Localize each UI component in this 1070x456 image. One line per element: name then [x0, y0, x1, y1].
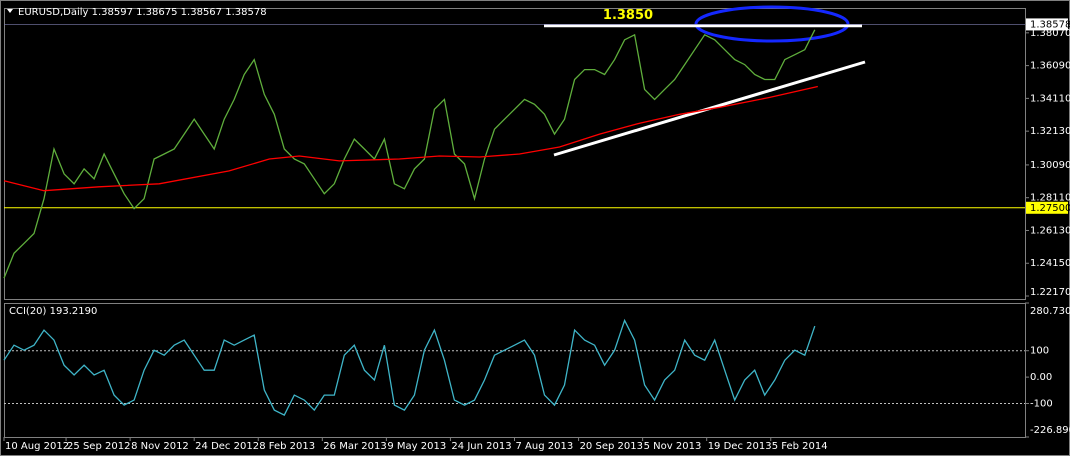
x-tick-label: 8 Nov 2012: [131, 441, 189, 452]
y-tick-label: -226.8905: [1030, 425, 1070, 436]
last-price-box: [1026, 18, 1068, 31]
y-tick-label: 100: [1030, 346, 1049, 357]
y-tick-label: 1.32130: [1030, 126, 1070, 137]
price-panel: [4, 8, 1026, 300]
y-tick-label: 1.28110: [1030, 193, 1070, 204]
y-tick-label: 1.34110: [1030, 93, 1070, 104]
x-tick-label: 20 Sep 2013: [580, 441, 643, 452]
y-tick-label: 1.22170: [1030, 287, 1070, 298]
y-tick-label: 1.30090: [1030, 160, 1070, 171]
y-tick-label: -100: [1030, 399, 1053, 410]
y-tick-label: 1.26130: [1030, 225, 1070, 236]
price-title: EURUSD,Daily 1.38597 1.38675 1.38567 1.3…: [18, 7, 267, 18]
series-line: [3, 29, 816, 279]
last-price-label: 1.38578: [1030, 19, 1070, 30]
x-tick-label: 5 Nov 2013: [644, 441, 702, 452]
x-tick-label: 24 Jun 2013: [451, 441, 511, 452]
y-tick-label: 0.00: [1030, 372, 1052, 383]
x-tick-label: 19 Dec 2013: [708, 441, 772, 452]
annotation-label: 1.3850: [603, 8, 653, 23]
ref-level-box: [1026, 201, 1068, 214]
x-tick-label: 10 Aug 2012: [5, 441, 69, 452]
x-tick-label: 5 Feb 2014: [772, 441, 828, 452]
x-tick-label: 26 Mar 2013: [323, 441, 386, 452]
cci-title: CCI(20) 193.2190: [9, 306, 97, 317]
x-tick-label: 25 Sep 2012: [67, 441, 130, 452]
x-tick-label: 9 May 2013: [387, 441, 446, 452]
x-tick-label: 7 Aug 2013: [516, 441, 574, 452]
y-tick-label: 1.38070: [1030, 28, 1070, 39]
y-tick-label: 1.24150: [1030, 258, 1070, 269]
x-tick-label: 8 Feb 2013: [259, 441, 315, 452]
series-line: [3, 85, 818, 192]
highlight-ellipse: [694, 5, 850, 43]
y-tick-label: 1.36090: [1030, 61, 1070, 72]
ref-level-label: 1.27500: [1030, 203, 1070, 214]
series-line: [3, 318, 816, 416]
menu-icon[interactable]: [7, 9, 13, 13]
x-tick-label: 24 Dec 2012: [195, 441, 259, 452]
